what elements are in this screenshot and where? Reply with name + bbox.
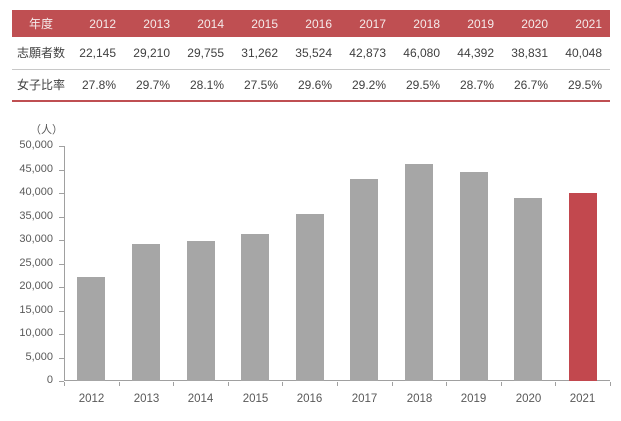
y-axis-tick-label: 45,000 bbox=[19, 162, 53, 175]
x-axis-category-label: 2020 bbox=[515, 393, 542, 405]
bar-2021 bbox=[569, 193, 597, 381]
table-cell: 29.5% bbox=[405, 77, 440, 92]
x-axis-category-label: 2013 bbox=[133, 393, 160, 405]
year-header-cell: 2019 bbox=[448, 10, 502, 37]
x-axis-tick-mark bbox=[228, 382, 229, 386]
table-cell: 29.6% bbox=[297, 77, 332, 92]
y-axis-tick-label: 40,000 bbox=[19, 186, 53, 198]
y-axis-tick-label: 35,000 bbox=[19, 209, 53, 222]
plot-area bbox=[64, 146, 610, 381]
table-cell: 29.5% bbox=[567, 77, 602, 92]
year-header-cell: 2016 bbox=[286, 10, 340, 37]
y-axis-tick-label: 25,000 bbox=[19, 256, 53, 269]
y-axis-tick-mark bbox=[59, 287, 64, 288]
x-axis-tick-mark bbox=[501, 382, 502, 386]
y-axis-tick-label: 5,000 bbox=[25, 350, 53, 363]
table-body: 志願者数 22,145 29,210 29,755 31,262 35,524 42,873… bbox=[12, 37, 610, 101]
y-axis-tick-mark bbox=[59, 146, 64, 147]
x-axis-tick-mark bbox=[337, 382, 338, 386]
year-header-cell: 2014 bbox=[178, 10, 232, 37]
table-row: 志願者数 22,145 29,210 29,755 31,262 35,524 42,873… bbox=[12, 37, 610, 69]
x-axis-category-label: 2015 bbox=[242, 393, 269, 405]
bar-2017 bbox=[350, 179, 378, 381]
applicants-table: 年度 2012 2013 2014 2015 2016 2017 2018 2019 2020 2… bbox=[12, 10, 610, 102]
table-cell: 27.5% bbox=[243, 77, 278, 92]
y-axis-tick-label: 20,000 bbox=[19, 280, 53, 292]
x-axis-tick-mark bbox=[392, 382, 393, 386]
table-cell: 28.1% bbox=[189, 77, 224, 92]
year-header-cell: 2017 bbox=[340, 10, 394, 37]
x-axis-category-label: 2014 bbox=[187, 393, 214, 405]
x-axis-tick-mark bbox=[555, 382, 556, 386]
x-axis-category-label: 2018 bbox=[406, 393, 433, 405]
table-cell: 38,831 bbox=[511, 45, 548, 60]
y-axis-tick-mark bbox=[59, 217, 64, 218]
table-cell: 42,873 bbox=[349, 45, 386, 60]
year-header-cell: 2015 bbox=[232, 10, 286, 37]
y-axis-unit-label: （人） bbox=[30, 124, 63, 136]
year-header-cell: 2013 bbox=[124, 10, 178, 37]
table-cell: 27.8% bbox=[81, 77, 116, 92]
y-axis-tick-mark bbox=[59, 358, 64, 359]
bar-2013 bbox=[132, 244, 160, 381]
x-axis-category-label: 2012 bbox=[78, 393, 105, 405]
y-axis-tick-mark bbox=[59, 193, 64, 194]
year-header-cell: 2018 bbox=[394, 10, 448, 37]
x-axis-tick-mark bbox=[446, 382, 447, 386]
y-axis-tick-label: 10,000 bbox=[19, 327, 53, 339]
row-label: 女子比率 bbox=[17, 78, 66, 93]
year-header-cell: 2020 bbox=[502, 10, 556, 37]
x-axis-tick-mark bbox=[64, 382, 65, 386]
table-cell: 29.2% bbox=[351, 77, 386, 92]
table-cell: 29.7% bbox=[135, 77, 170, 92]
x-axis-tick-mark bbox=[610, 382, 611, 386]
y-axis-tick-mark bbox=[59, 311, 64, 312]
y-axis-tick-mark bbox=[59, 264, 64, 265]
table-cell: 29,755 bbox=[187, 45, 224, 60]
y-axis-tick-mark bbox=[59, 334, 64, 335]
bar-2019 bbox=[460, 172, 488, 381]
y-axis-tick-label: 15,000 bbox=[19, 303, 53, 316]
y-axis-tick-label: 0 bbox=[46, 374, 53, 386]
year-header-cell: 2012 bbox=[70, 10, 124, 37]
y-axis-tick-label: 30,000 bbox=[19, 233, 53, 245]
bar-2020 bbox=[514, 198, 542, 381]
y-axis-tick-mark bbox=[59, 381, 64, 382]
table-cell: 28.7% bbox=[459, 77, 494, 92]
x-axis-category-label: 2017 bbox=[351, 393, 378, 405]
y-axis-tick-mark bbox=[59, 240, 64, 241]
table-cell: 46,080 bbox=[403, 45, 440, 60]
table-cell: 44,392 bbox=[457, 45, 494, 60]
x-axis-category-label: 2019 bbox=[460, 393, 487, 405]
year-header-cell: 2021 bbox=[556, 10, 610, 37]
bar-2014 bbox=[187, 241, 215, 381]
table-cell: 22,145 bbox=[79, 45, 116, 60]
x-axis-tick-mark bbox=[282, 382, 283, 386]
table-header-row: 年度 2012 2013 2014 2015 2016 2017 2018 2019 2020 2… bbox=[12, 10, 610, 37]
table-cell: 40,048 bbox=[565, 45, 602, 60]
y-axis-tick-mark bbox=[59, 170, 64, 171]
bar-2016 bbox=[296, 214, 324, 381]
table-cell: 35,524 bbox=[295, 45, 332, 60]
table-cell: 26.7% bbox=[513, 77, 548, 92]
bar-2018 bbox=[405, 164, 433, 381]
bar-2015 bbox=[241, 234, 269, 381]
x-axis-category-label: 2016 bbox=[296, 393, 323, 405]
row-label: 志願者数 bbox=[17, 46, 66, 61]
x-axis-tick-mark bbox=[119, 382, 120, 386]
bar-2012 bbox=[77, 277, 105, 381]
table-cell: 29,210 bbox=[133, 45, 170, 60]
table-cell: 31,262 bbox=[241, 45, 278, 60]
x-axis-tick-mark bbox=[173, 382, 174, 386]
table-corner-header: 年度 bbox=[12, 10, 70, 37]
table-row: 女子比率 27.8% 29.7% 28.1% 27.5% 29.6% 29.2% 29.5% 2… bbox=[12, 69, 610, 101]
x-axis-category-label: 2021 bbox=[569, 393, 596, 405]
y-axis-tick-label: 50,000 bbox=[19, 139, 53, 151]
